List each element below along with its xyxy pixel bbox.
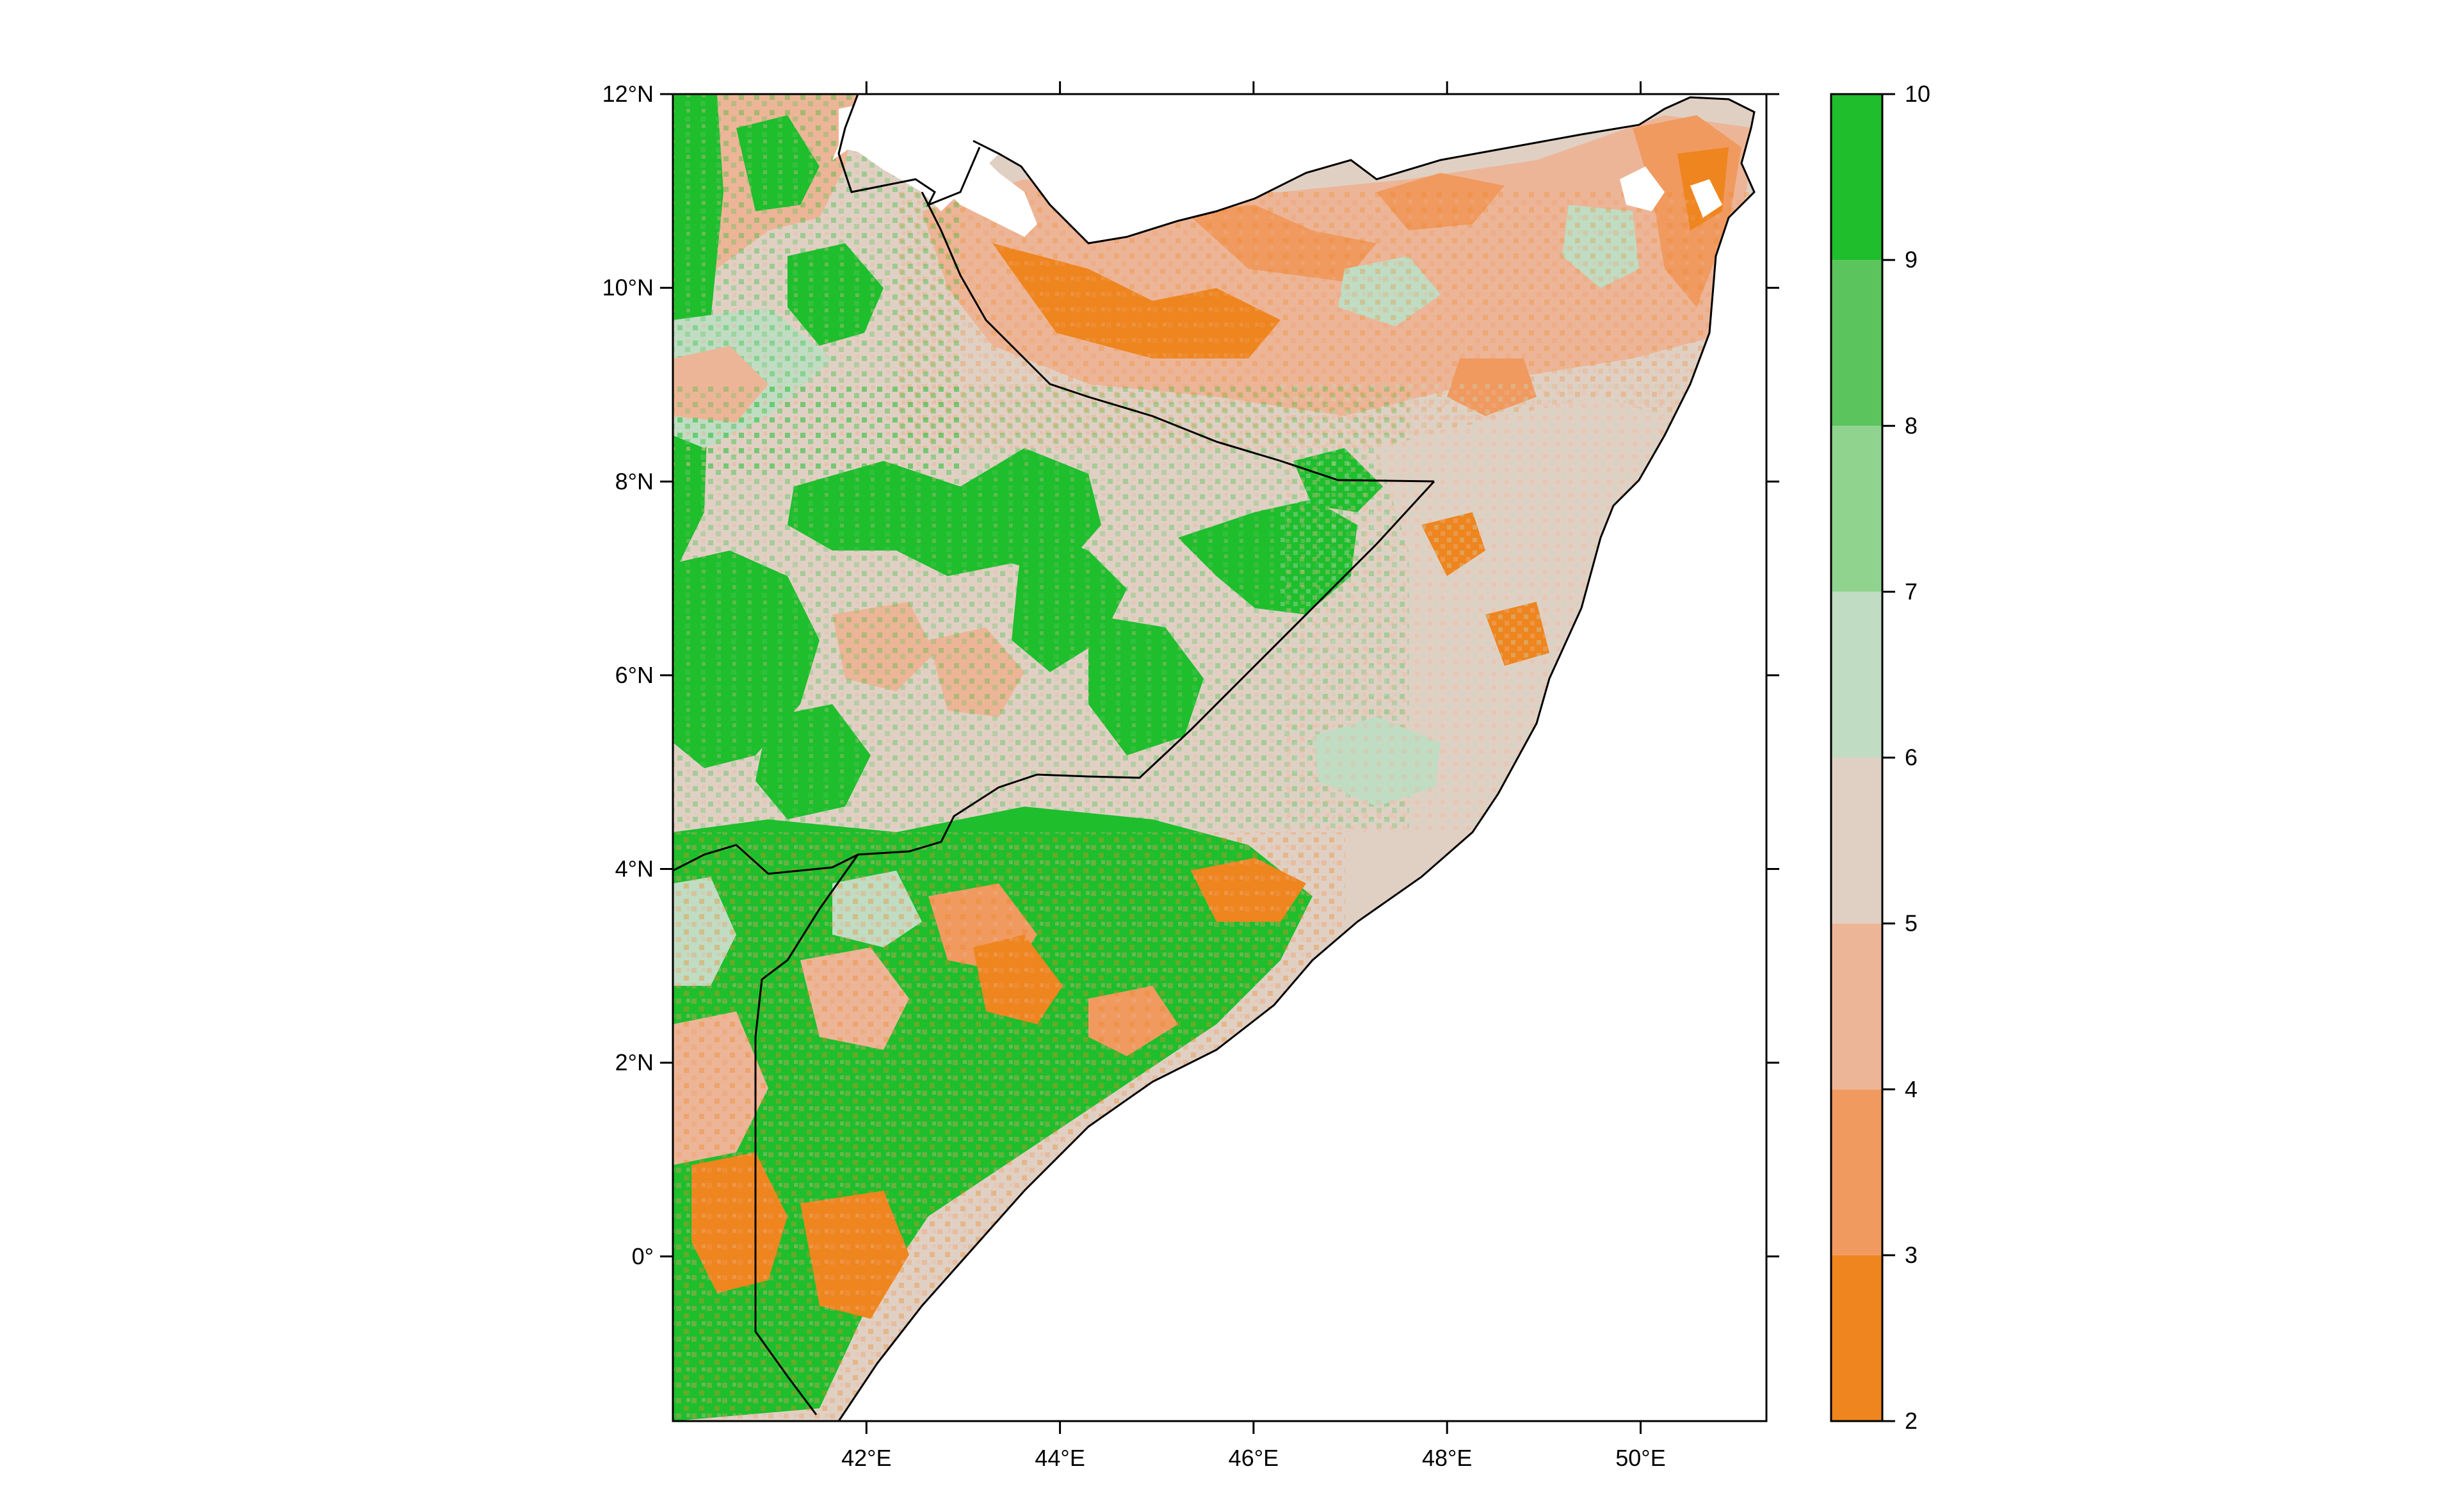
y-tick-label: 0°	[632, 1243, 654, 1269]
legend-tick-label: 9	[1905, 246, 1918, 273]
legend-swatch	[1831, 94, 1882, 261]
legend-swatch	[1831, 426, 1882, 592]
legend-swatch	[1831, 260, 1882, 426]
legend-tick-label: 10	[1905, 81, 1930, 107]
legend-tick-label: 8	[1905, 412, 1918, 438]
legend-tick-label: 3	[1905, 1242, 1918, 1268]
x-tick-label: 48°E	[1422, 1445, 1472, 1471]
longitude-axis: 42°E 44°E 46°E 48°E 50°E	[841, 81, 1666, 1471]
y-tick-label: 2°N	[615, 1049, 654, 1075]
country-borders	[673, 94, 1756, 1421]
legend-tick-label: 2	[1905, 1408, 1918, 1434]
y-tick-label: 10°N	[602, 275, 654, 301]
y-tick-label: 12°N	[602, 81, 654, 107]
legend-tick-label: 5	[1905, 910, 1918, 937]
x-tick-label: 46°E	[1229, 1445, 1279, 1471]
x-tick-label: 50°E	[1615, 1445, 1665, 1471]
legend-swatch	[1831, 591, 1882, 758]
color-legend: 2 3 4 5 6 7 8 9 10	[1830, 81, 1930, 1434]
raster-layer	[673, 94, 1766, 1421]
legend-swatch	[1831, 1089, 1882, 1255]
latitude-axis: 12°N 10°N 8°N 6°N 4°N 2°N 0°	[602, 81, 1779, 1269]
legend-tick-label: 6	[1905, 744, 1918, 771]
y-tick-label: 8°N	[615, 468, 654, 494]
legend-tick-label: 7	[1905, 578, 1918, 604]
legend-tick-label: 4	[1905, 1076, 1918, 1102]
legend-swatch	[1831, 1255, 1882, 1421]
y-tick-label: 6°N	[615, 662, 654, 688]
legend-swatch	[1831, 757, 1882, 924]
y-tick-label: 4°N	[615, 856, 654, 882]
x-tick-label: 42°E	[841, 1445, 891, 1471]
map-frame	[672, 93, 1768, 1422]
legend-swatch	[1831, 923, 1882, 1090]
x-tick-label: 44°E	[1035, 1445, 1085, 1471]
